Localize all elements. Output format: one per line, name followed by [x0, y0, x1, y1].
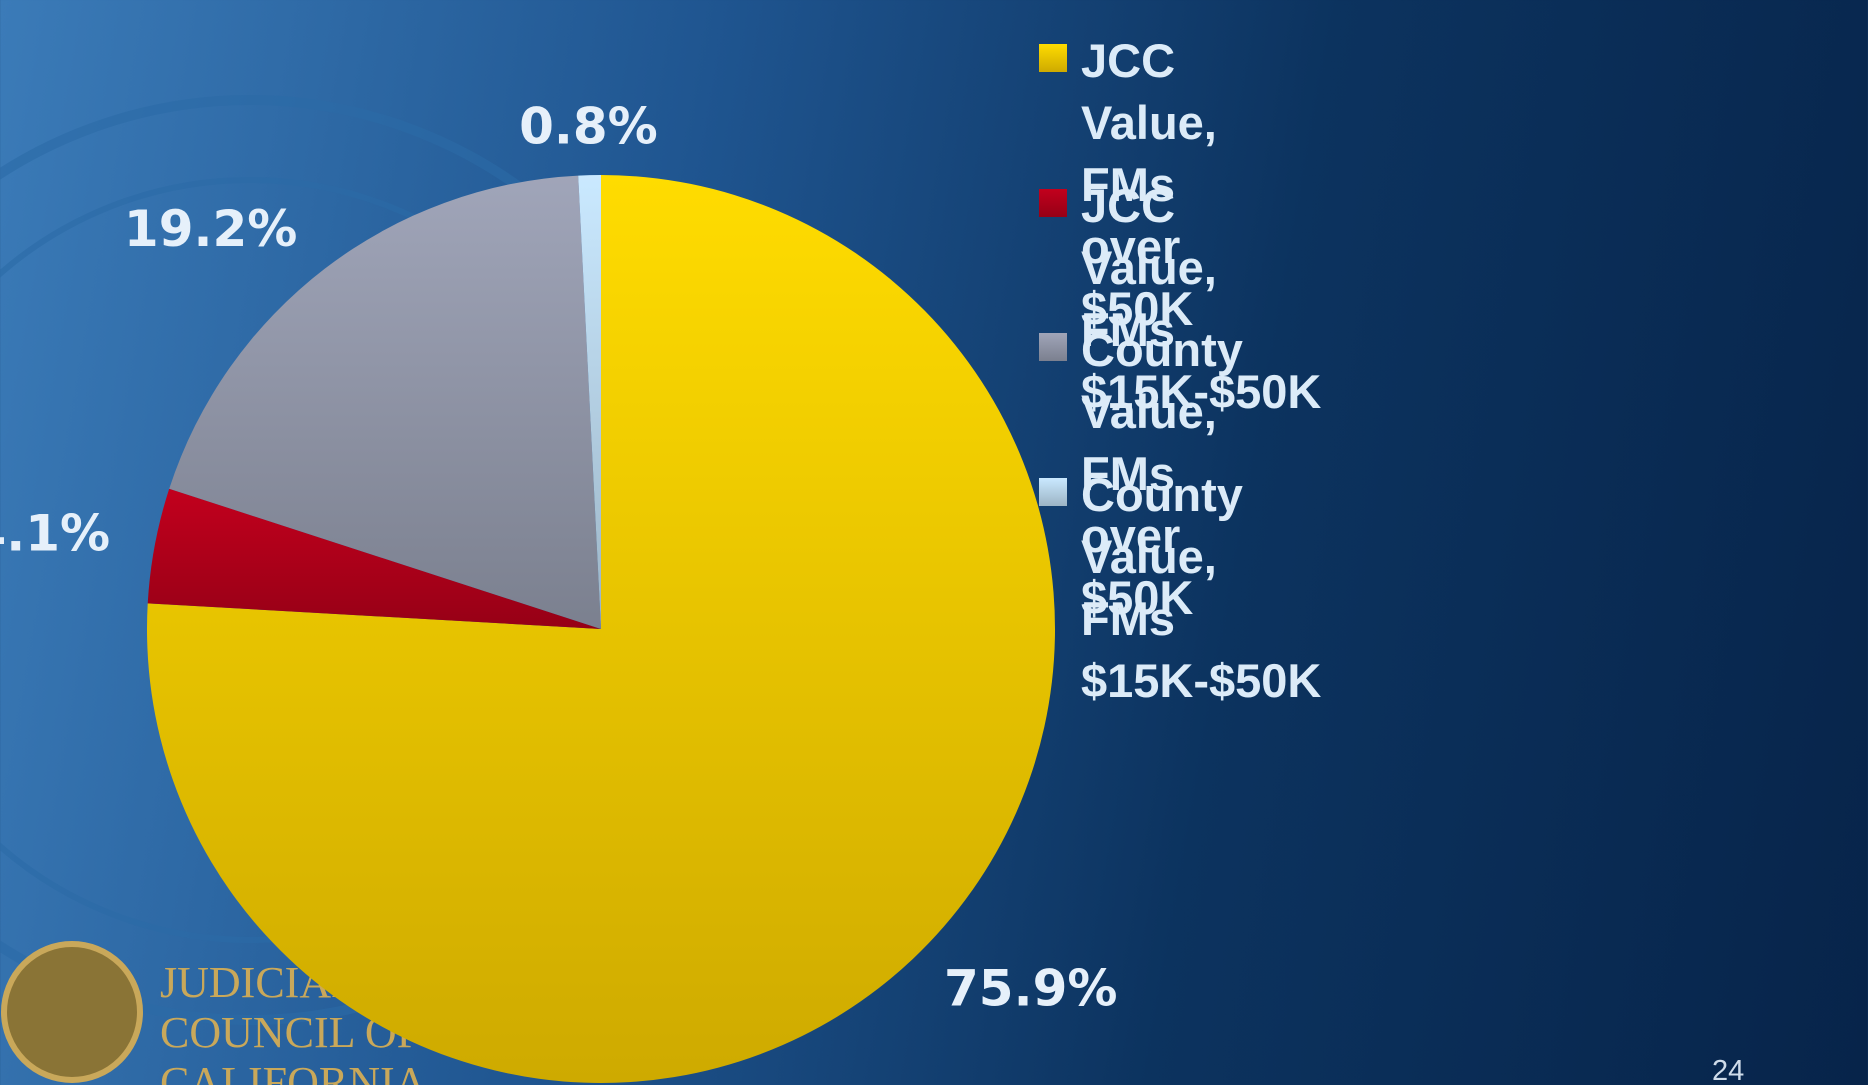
legend-swatch [1039, 44, 1067, 72]
data-label: 19.2% [124, 200, 297, 258]
legend-swatch [1039, 333, 1067, 361]
pie-slice [578, 175, 601, 629]
legend-label: County Value, FMs $15K-$50K [1081, 468, 1322, 707]
data-label: 0.8% [519, 97, 658, 155]
legend-item: JCC Value, FMs $15K-$50K [1039, 175, 1321, 423]
pie-slice [169, 175, 601, 629]
legend-swatch [1039, 189, 1067, 217]
legend-label: JCC Value, FMs over $50K [1081, 34, 1217, 335]
legend-item: County Value, FMs $15K-$50K [1039, 464, 1321, 712]
legend-item: JCC Value, FMs over $50K [1039, 30, 1217, 340]
data-label: 75.9% [944, 959, 1117, 1017]
data-label: 4.1% [0, 504, 110, 562]
page-number: 24 [1712, 1055, 1745, 1085]
legend-item: County Value, FMs over $50K [1039, 319, 1243, 629]
legend-label: JCC Value, FMs $15K-$50K [1081, 179, 1322, 418]
legend-label: County Value, FMs over $50K [1081, 323, 1243, 624]
pie-slice [147, 488, 601, 629]
legend-swatch [1039, 478, 1067, 506]
